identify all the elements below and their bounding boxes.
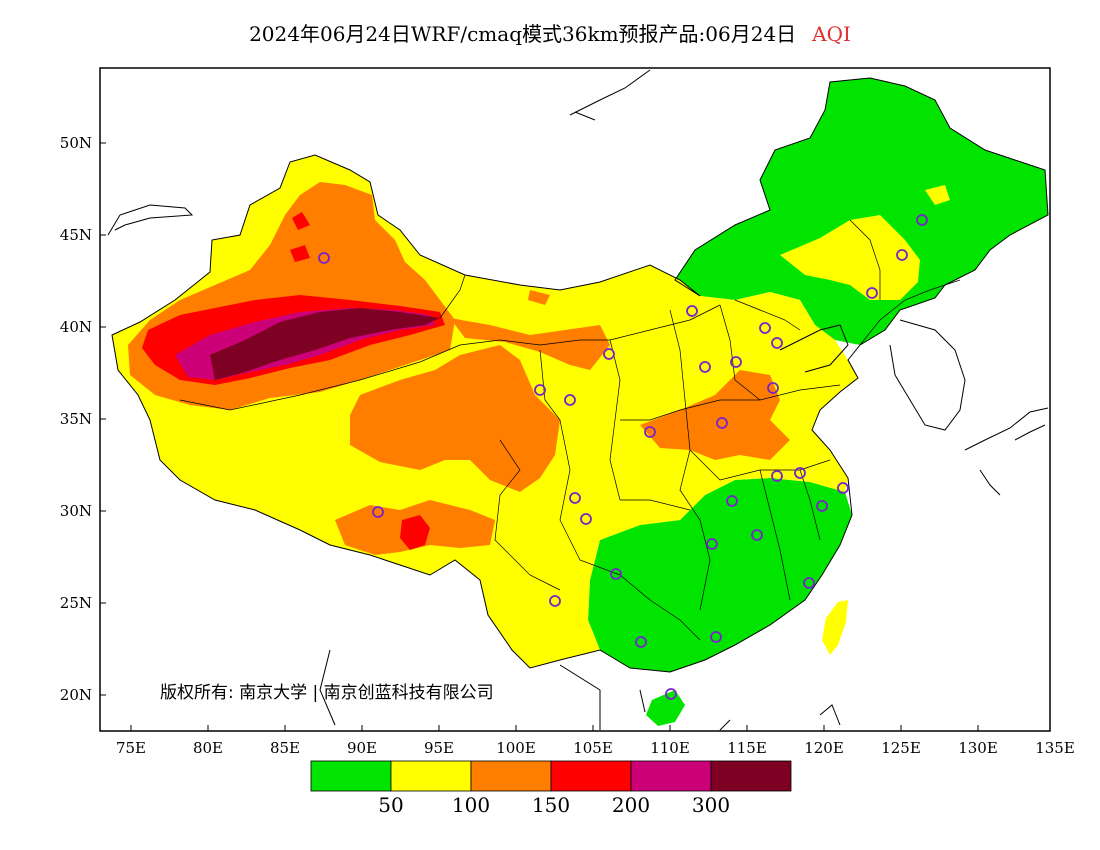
city-marker	[837, 482, 849, 494]
aqi-zone-unhealthy-dzungar	[292, 212, 310, 230]
aqi-zone-good-northeast	[675, 78, 1048, 345]
coast-south-china-sea-island	[719, 719, 731, 731]
city-marker	[603, 348, 615, 360]
lon-tick-label: 130E	[958, 739, 998, 757]
lon-tick-label: 120E	[804, 739, 844, 757]
lon-tick-label: 115E	[727, 739, 767, 757]
lon-tick-label: 125E	[881, 739, 921, 757]
city-marker	[896, 249, 908, 261]
city-marker	[665, 688, 677, 700]
aqi-zone-good-southeast	[588, 478, 852, 672]
city-marker	[730, 356, 742, 368]
aqi-zone-unhealthy-north-xj	[290, 245, 310, 262]
lat-tick-label: 45N	[60, 226, 92, 244]
legend-swatch	[550, 760, 632, 792]
aqi-zone-moderate-inner-mongolia	[780, 215, 920, 300]
city-marker	[610, 568, 622, 580]
legend-swatch	[470, 760, 552, 792]
title-variable: AQI	[812, 22, 851, 46]
city-marker	[794, 467, 806, 479]
coast-japan	[964, 407, 1049, 496]
lon-tick-label: 85E	[270, 739, 300, 757]
city-markers	[318, 214, 928, 700]
city-marker	[569, 492, 581, 504]
legend-label: 50	[378, 793, 403, 817]
lat-tick-label: 40N	[60, 318, 92, 336]
city-marker	[759, 322, 771, 334]
lon-tick-label: 80E	[193, 739, 223, 757]
lon-tick-label: 110E	[650, 739, 690, 757]
legend-swatch	[710, 760, 792, 792]
lon-tick-label: 135E	[1035, 739, 1075, 757]
map-layers	[107, 69, 1049, 731]
lon-tick-label: 95E	[424, 739, 454, 757]
coast-bohai	[779, 324, 849, 373]
city-marker	[716, 417, 728, 429]
aqi-zone-usg-qinghai	[350, 345, 560, 492]
city-marker	[751, 529, 763, 541]
legend: 50 100 150 200 300	[310, 760, 792, 817]
legend-label: 150	[532, 793, 570, 817]
lat-tick-label: 35N	[60, 410, 92, 428]
lat-tick-label: 30N	[60, 502, 92, 520]
aqi-zone-good-taiwan	[822, 600, 848, 655]
city-marker	[771, 337, 783, 349]
china-outline	[111, 77, 1049, 673]
aqi-zone-good-hainan	[646, 690, 685, 726]
legend-label: 200	[612, 793, 650, 817]
lon-axis: 75E 80E 85E 90E 95E 100E 105E 110E 115E 120E 125E 1…	[116, 725, 1075, 757]
lat-axis: 50N 45N 40N 35N 30N 25N 20N	[60, 134, 106, 704]
copyright-text: 版权所有: 南京大学 | 南京创蓝科技有限公司	[160, 683, 494, 703]
legend-swatch	[390, 760, 472, 792]
city-marker	[580, 513, 592, 525]
city-marker	[726, 495, 738, 507]
city-marker	[699, 361, 711, 373]
city-marker	[866, 287, 878, 299]
lat-tick-label: 50N	[60, 134, 92, 152]
lat-tick-label: 20N	[60, 686, 92, 704]
border-vietnam	[319, 649, 646, 730]
city-marker	[635, 636, 647, 648]
city-marker	[771, 470, 783, 482]
city-marker	[710, 631, 722, 643]
city-marker	[803, 577, 815, 589]
title-main: 2024年06月24日WRF/cmaq模式36km预报产品:06月24日	[249, 22, 797, 46]
city-marker	[549, 595, 561, 607]
aqi-zone-moderate-heilongjiang	[925, 185, 950, 205]
lon-tick-label: 105E	[573, 739, 613, 757]
city-marker	[564, 394, 576, 406]
city-marker	[916, 214, 928, 226]
city-marker	[644, 426, 656, 438]
city-marker	[706, 538, 718, 550]
border-russia-far	[569, 69, 651, 121]
map-title: 2024年06月24日WRF/cmaq模式36km预报产品:06月24日 AQI	[0, 18, 1100, 47]
aqi-zone-usg-central	[640, 370, 790, 460]
legend-swatch	[630, 760, 712, 792]
legend-label: 100	[452, 793, 490, 817]
city-marker	[767, 382, 779, 394]
border-kazakh	[107, 204, 194, 236]
lat-tick-label: 25N	[60, 594, 92, 612]
province-borders	[179, 219, 961, 641]
legend-label: 300	[692, 793, 730, 817]
city-marker	[318, 252, 330, 264]
aqi-zone-unhealthy-south-tibet	[400, 515, 430, 550]
city-marker	[816, 500, 828, 512]
lon-tick-label: 75E	[116, 739, 146, 757]
coast-korea	[889, 319, 966, 431]
city-marker	[372, 506, 384, 518]
lon-tick-label: 100E	[496, 739, 536, 757]
aqi-zone-hazardous	[210, 308, 440, 380]
legend-swatch	[310, 760, 392, 792]
city-marker	[534, 384, 546, 396]
city-marker	[686, 305, 698, 317]
lon-tick-label: 90E	[347, 739, 377, 757]
aqi-zone-usg-north	[528, 290, 550, 305]
border-philippines	[819, 704, 841, 726]
